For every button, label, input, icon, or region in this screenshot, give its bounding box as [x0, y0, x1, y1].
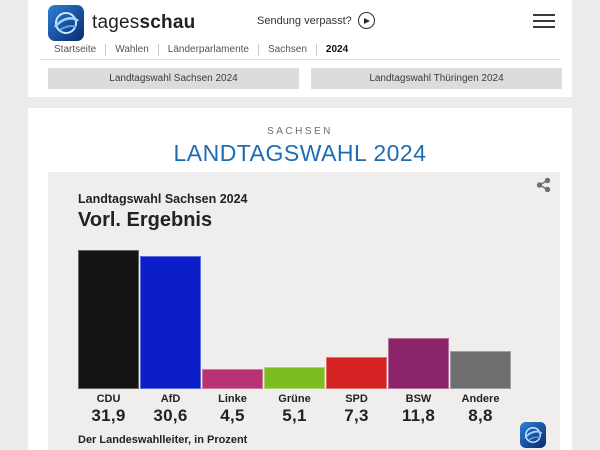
- bar-label-linke: Linke: [218, 393, 247, 405]
- hamburger-menu-icon[interactable]: [533, 14, 555, 28]
- bar-linke: [202, 369, 263, 389]
- bar-values: 31,9 30,6 4,5 5,1 7,3 11,8 8,8: [78, 406, 512, 426]
- page-title: LANDTAGSWAHL 2024: [173, 140, 427, 166]
- play-icon: [357, 12, 375, 29]
- sendung-verpasst-link[interactable]: Sendung verpasst?: [257, 12, 375, 29]
- chart-source-note: Der Landeswahlleiter, in Prozent: [78, 434, 248, 446]
- breadcrumb-item-2024: 2024: [315, 44, 357, 56]
- bar-label-gruene: Grüne: [278, 393, 311, 405]
- tagesschau-globe-icon: [520, 422, 546, 448]
- topbar: tagesschau Sendung verpasst?: [28, 0, 572, 42]
- breadcrumb-item-laenderparlamente[interactable]: Länderparlamente: [157, 44, 258, 56]
- bar-label-spd: SPD: [345, 393, 368, 405]
- site-header: tagesschau Sendung verpasst? Startseite …: [28, 0, 572, 97]
- bar-value-cdu: 31,9: [91, 406, 126, 425]
- sendung-verpasst-label: Sendung verpasst?: [257, 14, 352, 27]
- bar-label-cdu: CDU: [96, 393, 121, 405]
- bar-label-afd: AfD: [160, 393, 181, 405]
- breadcrumb-item-wahlen[interactable]: Wahlen: [105, 44, 158, 56]
- bar-label-bsw: BSW: [405, 393, 432, 405]
- chart-subtitle: Vorl. Ergebnis: [78, 209, 213, 231]
- bar-value-andere: 8,8: [468, 406, 493, 425]
- bar-andere: [450, 351, 511, 389]
- bar-label-andere: Andere: [461, 393, 500, 405]
- chart-title: Landtagswahl Sachsen 2024: [78, 192, 248, 206]
- bar-labels: CDU AfD Linke Grüne SPD BSW Andere: [78, 393, 512, 405]
- breadcrumb: Startseite Wahlen Länderparlamente Sachs…: [28, 42, 572, 58]
- share-icon[interactable]: [536, 177, 551, 193]
- bar-spd: [326, 357, 387, 389]
- tagesschau-globe-icon: [48, 5, 84, 41]
- brand-wordmark: tagesschau: [92, 12, 196, 33]
- results-chart-panel: Landtagswahl Sachsen 2024 Vorl. Ergebnis…: [48, 172, 560, 450]
- bar-gruene: [264, 367, 325, 389]
- bar-afd: [140, 256, 201, 389]
- bar-value-linke: 4,5: [220, 406, 245, 425]
- tagesschau-logo-home-link[interactable]: tagesschau: [48, 5, 195, 41]
- election-switcher: Landtagswahl Sachsen 2024 Landtagswahl T…: [48, 68, 562, 89]
- button-landtagswahl-thueringen[interactable]: Landtagswahl Thüringen 2024: [311, 68, 562, 89]
- bar-chart: [78, 250, 512, 389]
- button-landtagswahl-sachsen[interactable]: Landtagswahl Sachsen 2024: [48, 68, 299, 89]
- bar-bsw: [388, 338, 449, 389]
- bar-value-spd: 7,3: [344, 406, 369, 425]
- breadcrumb-item-startseite[interactable]: Startseite: [54, 44, 97, 55]
- main-content-card: SACHSEN LANDTAGSWAHL 2024 Landtagswahl S…: [28, 108, 572, 450]
- bar-value-gruene: 5,1: [282, 406, 307, 425]
- bar-value-afd: 30,6: [153, 406, 188, 425]
- page-kicker: SACHSEN: [267, 126, 333, 137]
- bar-cdu: [78, 250, 139, 389]
- bar-value-bsw: 11,8: [401, 406, 436, 425]
- breadcrumb-item-sachsen[interactable]: Sachsen: [257, 44, 316, 56]
- breadcrumb-divider: [40, 59, 560, 60]
